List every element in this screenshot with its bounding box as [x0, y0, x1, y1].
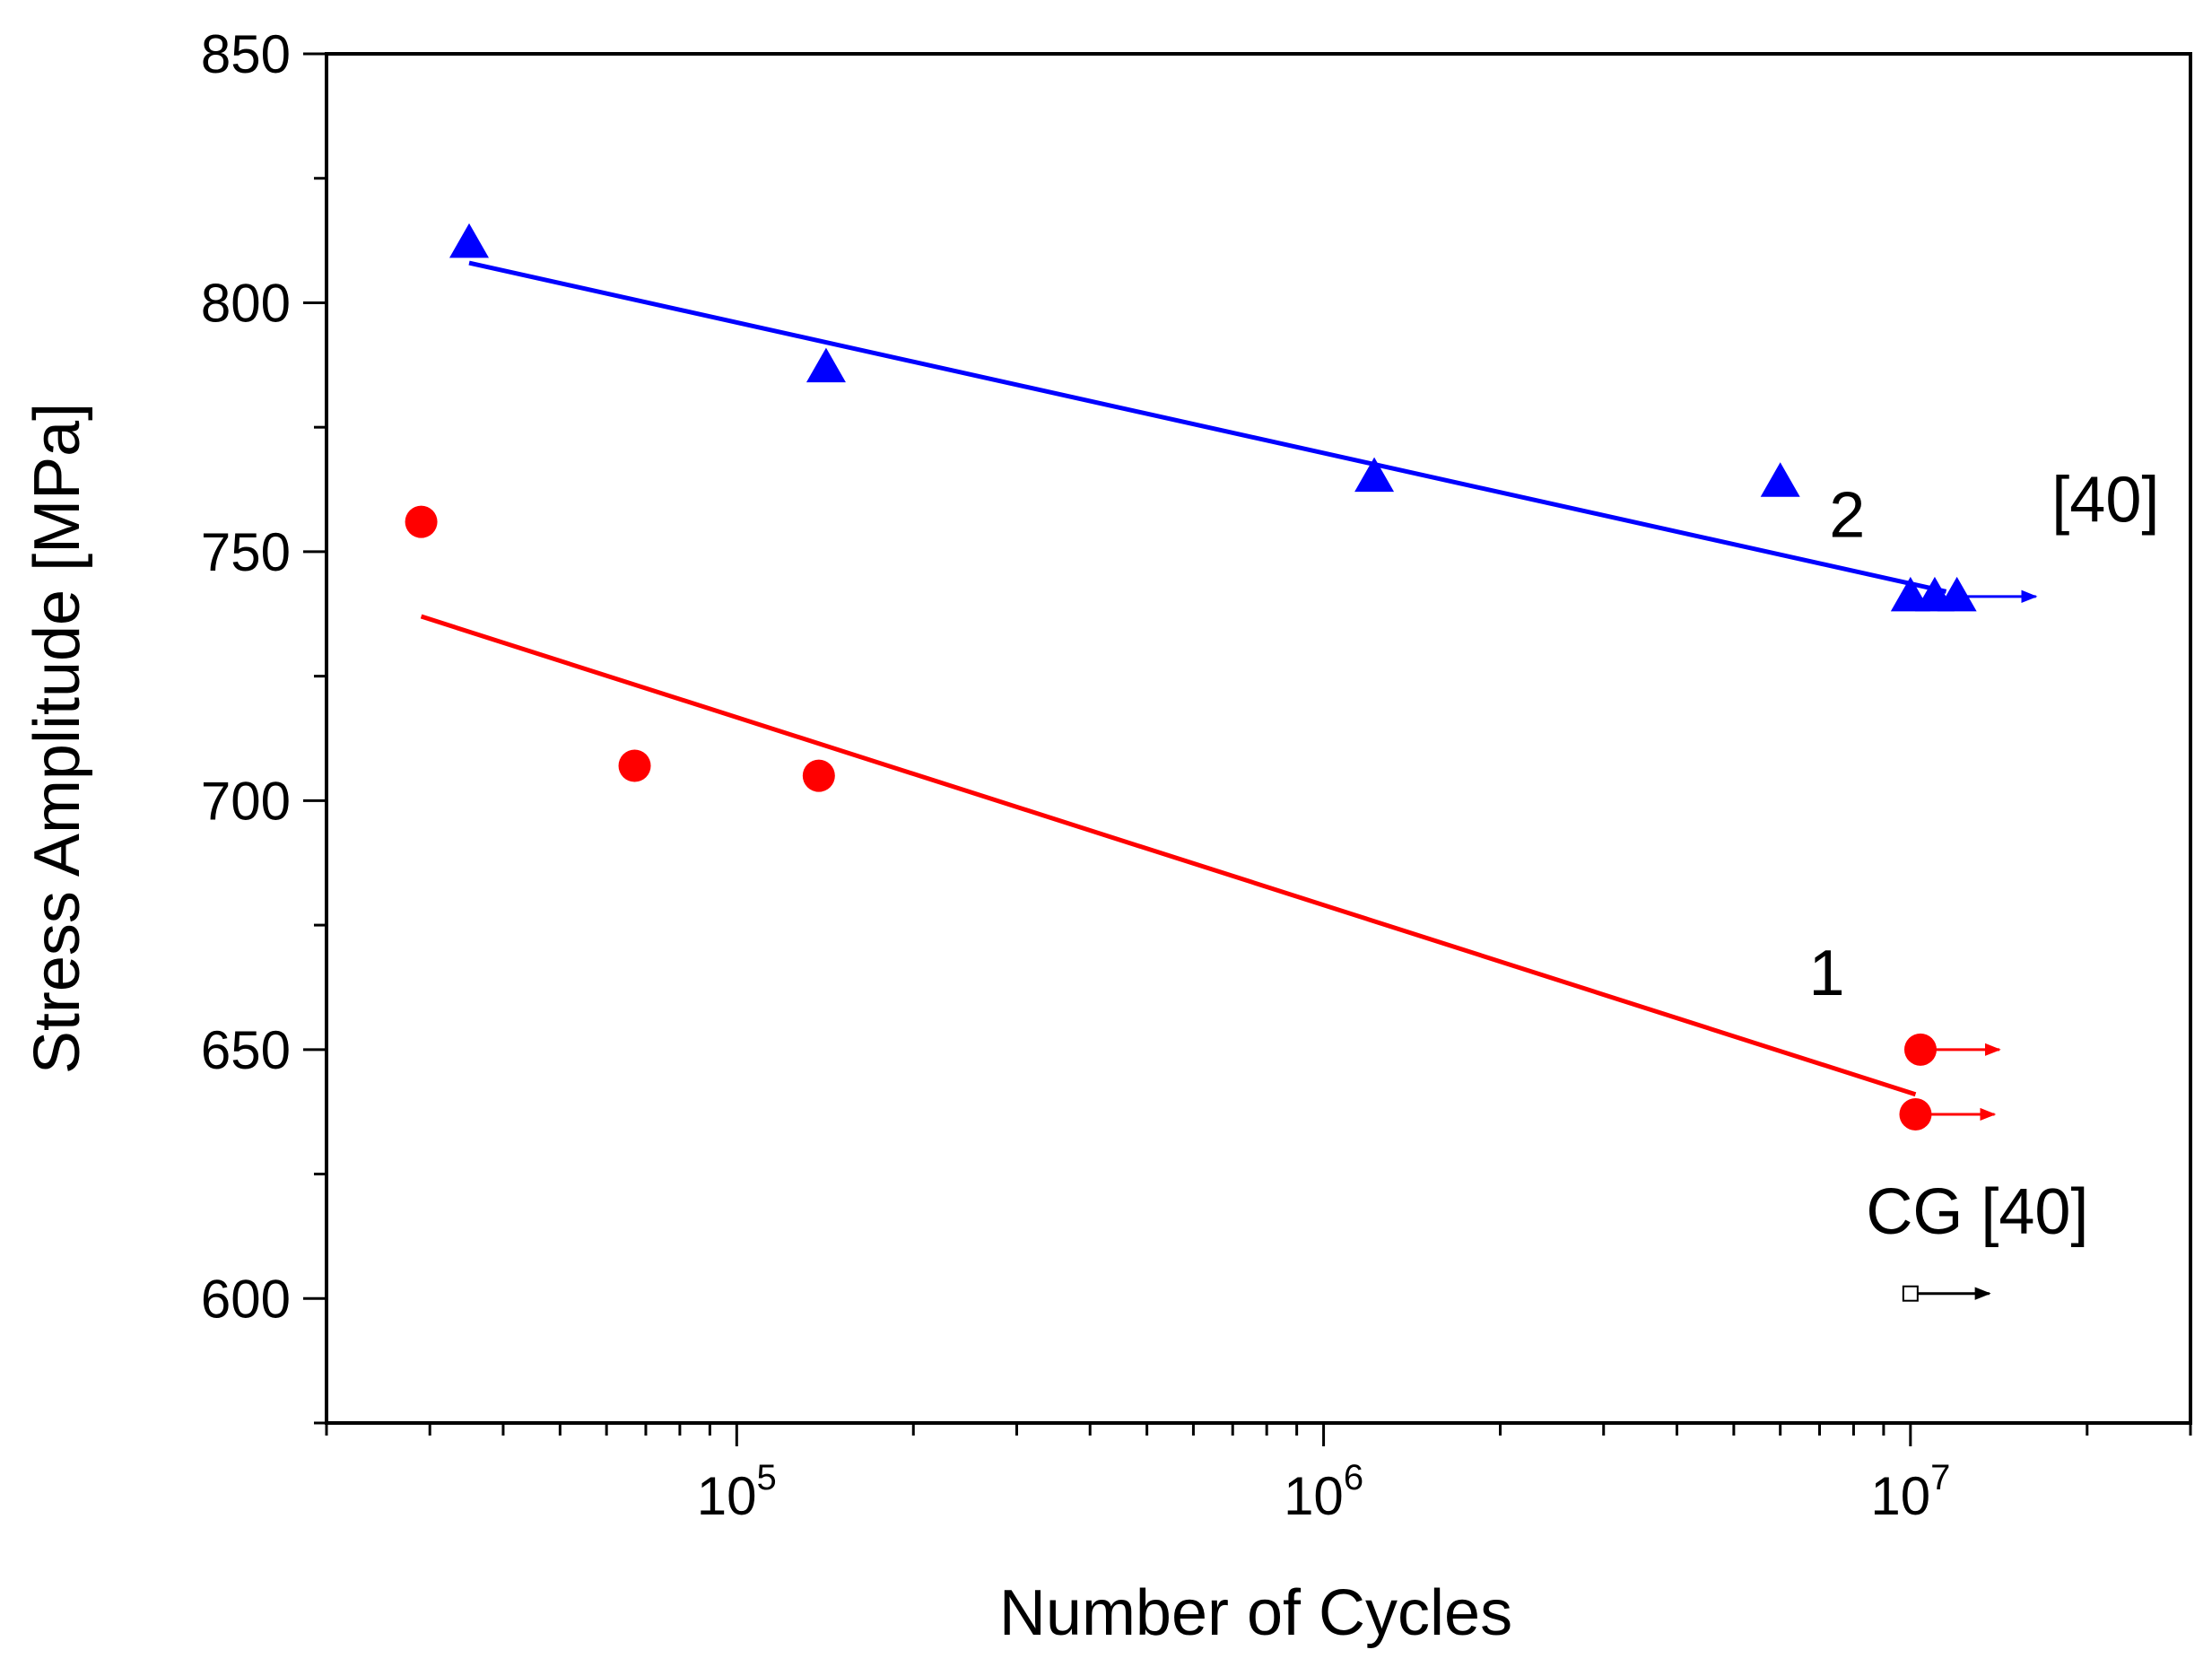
y-tick-label: 800	[201, 273, 291, 333]
data-point-circle	[405, 505, 438, 538]
data-point-circle	[802, 759, 835, 792]
data-point-triangle	[449, 223, 490, 258]
y-tick-label: 850	[201, 24, 291, 84]
fit-line-series-1	[420, 614, 1917, 1097]
data-point-triangle	[1354, 457, 1395, 493]
fit-lines	[420, 260, 1947, 1097]
y-tick-label: 750	[201, 522, 291, 582]
x-axis-title: Number of Cycles	[999, 1577, 1512, 1649]
fit-line-series-2	[468, 260, 1947, 594]
data-point-triangle	[1760, 462, 1800, 497]
x-tick-label: 105	[697, 1458, 777, 1526]
data-point-circle	[1903, 1033, 1937, 1066]
data-point-triangle	[1937, 576, 1977, 612]
y-tick-label: 600	[201, 1269, 291, 1329]
data-point-square	[1902, 1285, 1919, 1302]
x-tick-label: 106	[1284, 1458, 1363, 1526]
y-axis-ticks: 600 650 700 750 800 850	[201, 24, 327, 1425]
data-point-triangle	[806, 347, 846, 383]
x-tick-label: 107	[1870, 1458, 1950, 1526]
y-tick-label: 650	[201, 1020, 291, 1080]
plot-frame	[325, 52, 2192, 1425]
y-tick-label: 700	[201, 771, 291, 831]
data-points	[405, 223, 2038, 1302]
label-1: 1	[1808, 938, 1844, 1009]
data-point-circle	[618, 749, 651, 782]
y-axis-title: Stress Amplitude [MPa]	[22, 403, 93, 1074]
ref-40-upper: [40]	[2051, 465, 2159, 537]
label-2: 2	[1829, 479, 1865, 551]
x-axis-ticks: 105 106 107	[325, 1423, 2192, 1526]
annotations: 1 2 [40] CG [40]	[1808, 465, 2159, 1249]
data-point-circle	[1899, 1097, 1932, 1130]
cg-label: CG [40]	[1866, 1176, 2088, 1248]
